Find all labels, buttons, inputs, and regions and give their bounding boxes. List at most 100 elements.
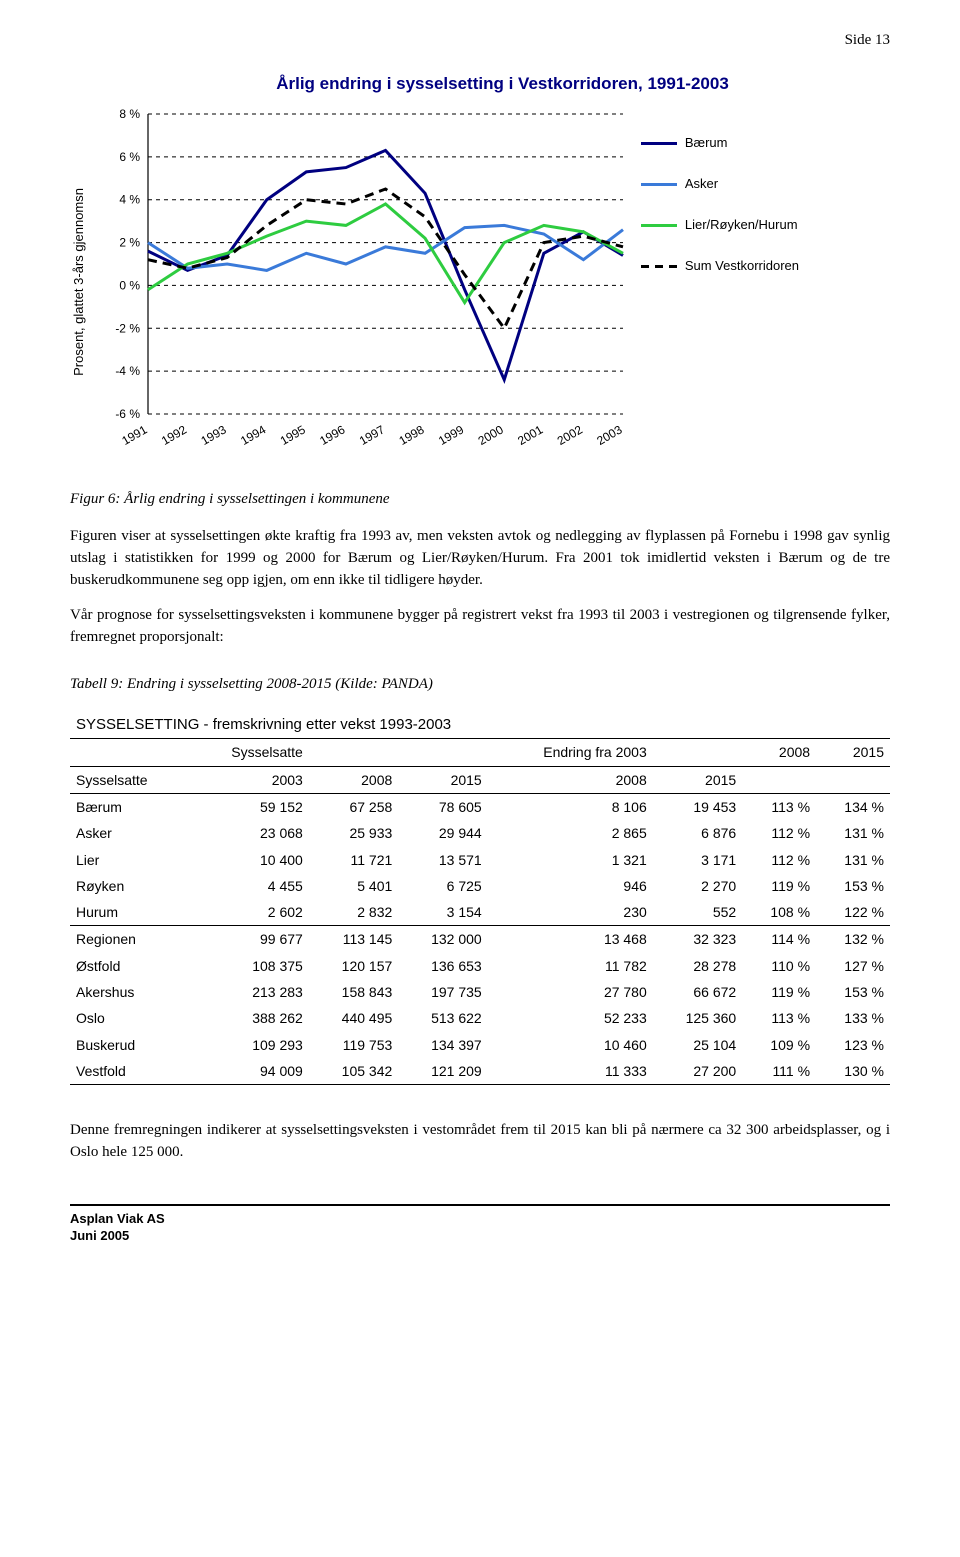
table-cell: 66 672 (653, 979, 742, 1005)
legend-label: Sum Vestkorridoren (685, 257, 799, 276)
table-cell: 8 106 (488, 793, 653, 820)
svg-text:1998: 1998 (396, 423, 426, 449)
table-cell: 109 % (742, 1032, 816, 1058)
table-cell (309, 739, 398, 766)
para-1: Figuren viser at sysselsettingen økte kr… (70, 526, 890, 591)
table-cell: 19 453 (653, 793, 742, 820)
table-cell: 136 653 (398, 953, 487, 979)
table-cell: 123 % (816, 1032, 890, 1058)
table-cell: 108 % (742, 899, 816, 926)
legend-label: Bærum (685, 134, 728, 153)
table-cell: 2015 (653, 766, 742, 793)
table-cell: 10 400 (189, 847, 308, 873)
table-cell: 946 (488, 873, 653, 899)
table-cell: 13 571 (398, 847, 487, 873)
y-axis-label: Prosent, glattet 3-års gjennomsn (70, 188, 89, 376)
table-cell: 552 (653, 899, 742, 926)
svg-text:2001: 2001 (515, 423, 545, 449)
legend-label: Lier/Røyken/Hurum (685, 216, 798, 235)
table-cell: 197 735 (398, 979, 487, 1005)
table-cell: 78 605 (398, 793, 487, 820)
footer-date: Juni 2005 (70, 1227, 890, 1245)
table-cell (742, 766, 816, 793)
table-cell: 112 % (742, 820, 816, 846)
table-cell: 105 342 (309, 1058, 398, 1085)
svg-text:-2 %: -2 % (115, 322, 140, 336)
table-cell: 113 145 (309, 926, 398, 953)
page-number: Side 13 (70, 30, 890, 52)
table-cell: Røyken (70, 873, 189, 899)
table-cell: 27 780 (488, 979, 653, 1005)
table-cell: 122 % (816, 899, 890, 926)
svg-text:1993: 1993 (198, 423, 228, 449)
table-cell: 10 460 (488, 1032, 653, 1058)
table-cell: Regionen (70, 926, 189, 953)
table-cell: 11 782 (488, 953, 653, 979)
table-cell: 125 360 (653, 1005, 742, 1031)
table-cell (398, 739, 487, 766)
svg-text:-4 %: -4 % (115, 365, 140, 379)
svg-text:1996: 1996 (317, 423, 347, 449)
table-cell: 134 397 (398, 1032, 487, 1058)
table-cell: Endring fra 2003 (488, 739, 653, 766)
table-cell: 29 944 (398, 820, 487, 846)
table-cell: 2015 (816, 739, 890, 766)
table-cell: 6 725 (398, 873, 487, 899)
svg-text:2002: 2002 (555, 423, 585, 449)
table-cell: Østfold (70, 953, 189, 979)
svg-text:1995: 1995 (278, 423, 308, 449)
table-cell: 27 200 (653, 1058, 742, 1085)
table-cell: 132 000 (398, 926, 487, 953)
table-cell: Lier (70, 847, 189, 873)
footer: Asplan Viak AS Juni 2005 (70, 1204, 890, 1245)
table-cell: 2008 (309, 766, 398, 793)
table-cell: 23 068 (189, 820, 308, 846)
table-cell: 213 283 (189, 979, 308, 1005)
table-cell: 6 876 (653, 820, 742, 846)
table-cell: 3 171 (653, 847, 742, 873)
svg-text:6 %: 6 % (119, 150, 140, 164)
table-cell: Oslo (70, 1005, 189, 1031)
table-cell: 153 % (816, 979, 890, 1005)
table-cell: 133 % (816, 1005, 890, 1031)
table-cell: 230 (488, 899, 653, 926)
table-cell: 153 % (816, 873, 890, 899)
svg-text:2000: 2000 (475, 423, 505, 449)
table-cell: 25 933 (309, 820, 398, 846)
table-cell: Asker (70, 820, 189, 846)
svg-text:1992: 1992 (159, 423, 189, 449)
table-cell: 109 293 (189, 1032, 308, 1058)
svg-text:1999: 1999 (436, 423, 466, 449)
chart-legend: Bærum Asker Lier/Røyken/Hurum Sum Vestkorri… (641, 104, 799, 297)
table-cell: 11 721 (309, 847, 398, 873)
legend-item: Bærum (641, 134, 799, 153)
table-cell: 388 262 (189, 1005, 308, 1031)
table-cell: 4 455 (189, 873, 308, 899)
svg-text:0 %: 0 % (119, 279, 140, 293)
table-cell (70, 739, 189, 766)
table-cell: 111 % (742, 1058, 816, 1085)
table-cell: 112 % (742, 847, 816, 873)
chart-title: Årlig endring i sysselsetting i Vestkorr… (115, 72, 890, 97)
table-cell: 99 677 (189, 926, 308, 953)
legend-label: Asker (685, 175, 718, 194)
table-cell: 119 % (742, 979, 816, 1005)
employment-chart: Årlig endring i sysselsetting i Vestkorr… (70, 72, 890, 460)
table-cell: 131 % (816, 847, 890, 873)
table-cell: 59 152 (189, 793, 308, 820)
table-cell: 2 832 (309, 899, 398, 926)
table-cell: Sysselsatte (189, 739, 308, 766)
legend-item: Sum Vestkorridoren (641, 257, 799, 276)
table-cell: 1 321 (488, 847, 653, 873)
table-cell: Akershus (70, 979, 189, 1005)
table-cell: 130 % (816, 1058, 890, 1085)
table-cell: 131 % (816, 820, 890, 846)
table-cell: Vestfold (70, 1058, 189, 1085)
table-cell: 2 602 (189, 899, 308, 926)
legend-item: Lier/Røyken/Hurum (641, 216, 799, 235)
svg-text:-6 %: -6 % (115, 407, 140, 421)
table-cell: 2003 (189, 766, 308, 793)
table-cell: 2008 (488, 766, 653, 793)
legend-swatch (641, 224, 677, 227)
table-cell: 114 % (742, 926, 816, 953)
